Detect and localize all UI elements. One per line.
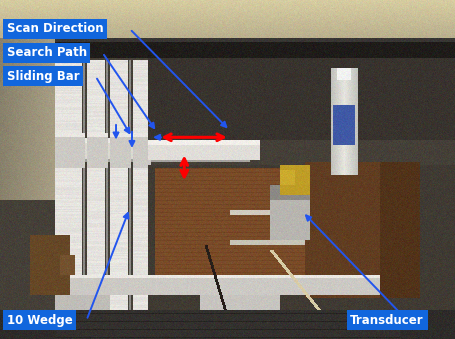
Text: Scan Direction: Scan Direction [7, 22, 103, 35]
Text: Transducer: Transducer [350, 314, 424, 327]
Text: 10 Wedge: 10 Wedge [7, 314, 73, 327]
Text: Search Path: Search Path [7, 46, 87, 59]
Text: Sliding Bar: Sliding Bar [7, 70, 80, 83]
